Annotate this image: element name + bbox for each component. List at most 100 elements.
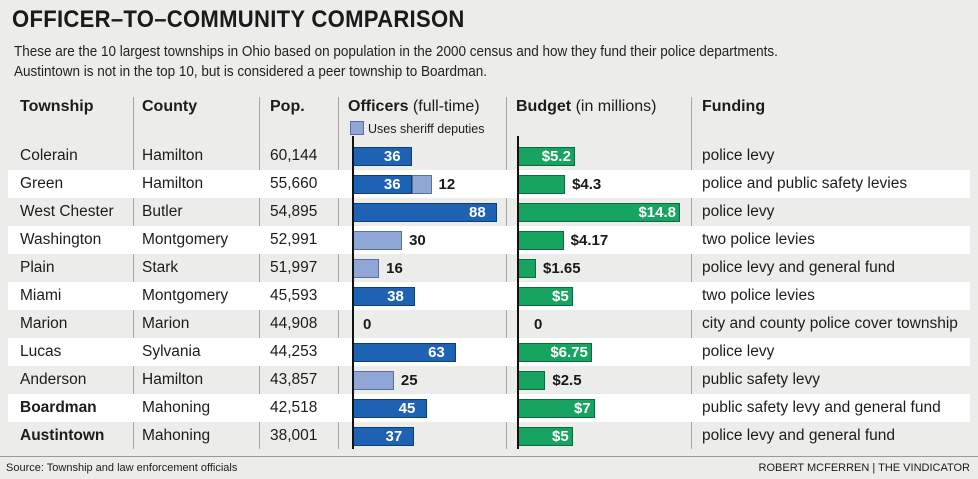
- legend-label-deputies: Uses sheriff deputies: [368, 122, 485, 136]
- source-note: Source: Township and law enforcement off…: [6, 462, 238, 474]
- county-name: Montgomery: [142, 287, 229, 304]
- funding-source: police and public safety levies: [702, 175, 908, 192]
- header-officers-note: (full-time): [412, 98, 480, 115]
- budget-bar-label: $14.8: [638, 204, 676, 221]
- officers-bar-label: 45: [398, 400, 416, 417]
- funding-source: two police levies: [702, 231, 815, 248]
- township-name: Colerain: [20, 147, 78, 164]
- officers-bar: [353, 427, 414, 446]
- county-name: Hamilton: [142, 371, 204, 388]
- subtitle-line-1: These are the 10 largest townships in Oh…: [14, 44, 778, 60]
- population-value: 51,997: [270, 259, 318, 276]
- county-name: Sylvania: [142, 343, 201, 360]
- population-value: 38,001: [270, 427, 318, 444]
- table-row: Washington Montgomery 52,991 two police lev…: [8, 226, 970, 254]
- deputies-bar: [353, 371, 394, 390]
- county-name: Hamilton: [142, 175, 204, 192]
- header-budget-note: (in millions): [575, 98, 657, 115]
- table-row: Plain Stark 51,997 police levy and general …: [8, 254, 970, 282]
- budget-bar: [518, 231, 564, 250]
- population-value: 42,518: [270, 399, 318, 416]
- officers-bar: [353, 147, 412, 166]
- budget-bar-label: $6.75: [550, 344, 588, 361]
- township-name: Green: [20, 175, 64, 192]
- header-pop: Pop.: [270, 98, 305, 115]
- budget-bar-label: $1.65: [543, 260, 581, 277]
- header-township: Township: [20, 98, 94, 115]
- legend: Uses sheriff deputies: [350, 121, 485, 136]
- budget-bar: [518, 175, 566, 194]
- budget-bar-label: $5: [552, 288, 569, 305]
- county-name: Hamilton: [142, 147, 204, 164]
- township-name: Anderson: [20, 371, 87, 388]
- budget-bar-label: $2.5: [552, 372, 582, 389]
- officers-bar-label: 38: [387, 288, 404, 305]
- table-row: Green Hamilton 55,660 police and public saf…: [8, 170, 970, 198]
- funding-source: public safety levy and general fund: [702, 399, 941, 416]
- table-row: Miami Montgomery 45,593 two police levies 38…: [8, 282, 970, 310]
- deputies-bar-label: 30: [409, 232, 426, 249]
- column-divider: [338, 97, 339, 449]
- population-value: 45,593: [270, 287, 318, 304]
- budget-axis-line: [517, 136, 519, 449]
- budget-bar: [518, 371, 546, 390]
- funding-source: police levy and general fund: [702, 259, 896, 276]
- table-row: Austintown Mahoning 38,001 police levy and …: [8, 422, 970, 450]
- deputies-bar-label: 16: [386, 260, 403, 277]
- officers-bar: [353, 399, 427, 418]
- population-value: 44,908: [270, 315, 318, 332]
- deputies-bar: [353, 231, 403, 250]
- header-county: County: [142, 98, 198, 115]
- budget-bar-label: $5.2: [541, 148, 571, 165]
- population-value: 55,660: [270, 175, 318, 192]
- header-budget: Budget (in millions): [516, 98, 656, 116]
- budget-bar-label: $4.17: [570, 232, 609, 249]
- officers-bar: [353, 175, 412, 194]
- footer: Source: Township and law enforcement off…: [0, 456, 978, 479]
- subtitle-line-2: Austintown is not in the top 10, but is …: [14, 64, 488, 80]
- officers-bar-label: 88: [469, 204, 486, 221]
- county-name: Mahoning: [142, 399, 211, 416]
- funding-source: two police levies: [702, 287, 815, 304]
- legend-swatch-deputies: [350, 121, 364, 135]
- credit-line: ROBERT MCFERREN | THE VINDICATOR: [758, 462, 970, 474]
- budget-bar-label: $4.3: [572, 176, 602, 193]
- officers-bar-label: 37: [385, 428, 403, 445]
- table-row: Colerain Hamilton 60,144 police levy 36 $5.2: [8, 142, 970, 170]
- officers-bar-label: 36: [383, 176, 401, 193]
- funding-source: public safety levy: [702, 371, 821, 388]
- table-row: Lucas Sylvania 44,253 police levy 63 $6.75: [8, 338, 970, 366]
- county-name: Mahoning: [142, 427, 211, 444]
- column-divider: [691, 97, 692, 449]
- table-row: Anderson Hamilton 43,857 public safety levy…: [8, 366, 970, 394]
- budget-bar-label: $7: [573, 400, 591, 417]
- budget-bar-label: $5: [552, 428, 569, 445]
- officers-bar-label: 0: [363, 316, 372, 333]
- column-divider: [133, 97, 134, 449]
- column-divider: [506, 97, 507, 449]
- header-funding: Funding: [702, 98, 766, 115]
- population-value: 44,253: [270, 343, 318, 360]
- header-officers: Officers (full-time): [348, 98, 480, 116]
- funding-source: police levy: [702, 343, 775, 360]
- table-row: Boardman Mahoning 42,518 public safety levy…: [8, 394, 970, 422]
- township-name: Lucas: [20, 343, 62, 360]
- funding-source: police levy: [702, 203, 775, 220]
- county-name: Marion: [142, 315, 190, 332]
- funding-source: police levy and general fund: [702, 427, 896, 444]
- funding-source: police levy: [702, 147, 775, 164]
- chart-title: OFFICER–TO–COMMUNITY COMPARISON: [12, 6, 465, 33]
- township-name: Plain: [20, 259, 55, 276]
- township-name: Boardman: [20, 399, 97, 416]
- budget-bar-label: 0: [534, 316, 543, 333]
- population-value: 52,991: [270, 231, 318, 248]
- township-name: Marion: [20, 315, 68, 332]
- county-name: Stark: [142, 259, 179, 276]
- deputies-bar-label: 25: [400, 372, 418, 389]
- budget-bar: [518, 259, 537, 278]
- officers-axis-line: [352, 136, 354, 449]
- header-officers-label: Officers: [348, 98, 409, 115]
- table-row: West Chester Butler 54,895 police levy 88 $14…: [8, 198, 970, 226]
- funding-source: city and county police cover township: [702, 315, 958, 332]
- county-name: Butler: [142, 203, 183, 220]
